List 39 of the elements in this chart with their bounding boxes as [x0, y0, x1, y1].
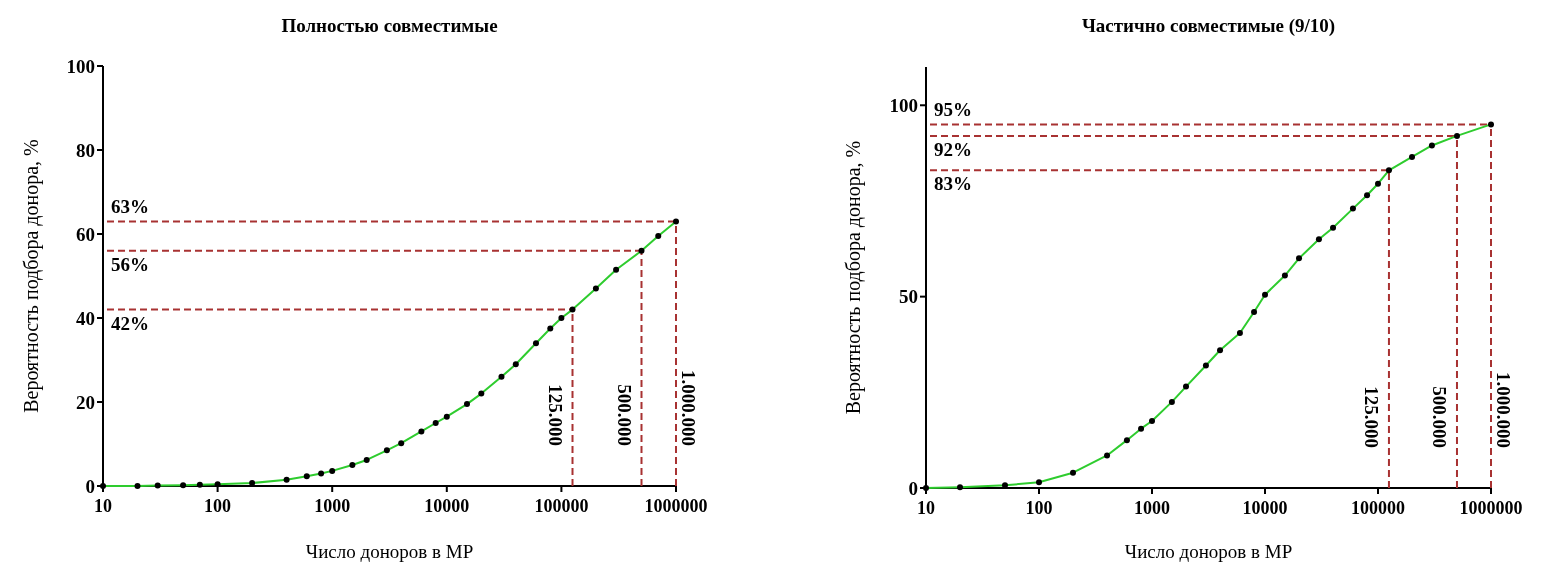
ref-line-label: 95%	[934, 99, 972, 121]
x-tick-label: 100	[1025, 498, 1053, 518]
x-tick-label: 100	[204, 496, 232, 516]
x-tick-label: 100000	[534, 496, 589, 516]
x-tick-label: 1000	[314, 496, 351, 516]
y-tick-label: 80	[76, 139, 95, 161]
x-tick-label: 1000000	[1459, 498, 1523, 518]
chart-title: Полностью совместимые	[281, 15, 498, 36]
y-tick-label: 0	[85, 475, 95, 497]
y-tick-label: 50	[899, 286, 918, 308]
y-tick-label: 40	[76, 307, 95, 329]
ref-line-label: 1.000.000	[1493, 372, 1514, 448]
y-axis-title: Вероятность подбора донора, %	[842, 140, 865, 415]
ref-line-label: 56%	[111, 253, 149, 275]
x-tick-label: 1000	[1134, 498, 1170, 518]
x-tick-label: 10	[94, 496, 112, 516]
x-tick-label: 10000	[1242, 498, 1288, 518]
x-axis-title: Число доноров в МР	[1124, 541, 1293, 562]
chart-title: Частично совместимые (9/10)	[1081, 15, 1336, 37]
x-axis-title: Число доноров в МР	[305, 541, 474, 562]
ref-line-label: 125.000	[1360, 386, 1382, 448]
x-tick-label: 10000	[424, 496, 470, 516]
ref-line-label: 42%	[111, 312, 149, 334]
y-tick-label: 60	[76, 223, 95, 245]
x-tick-label: 1000000	[644, 496, 708, 516]
y-axis-title: Вероятность подбора донора, %	[20, 139, 43, 413]
ref-line-label: 500.000	[613, 384, 635, 446]
ref-line-label: 125.000	[544, 384, 566, 446]
x-tick-label: 10	[917, 498, 935, 518]
y-tick-label: 100	[66, 55, 95, 77]
x-tick-label: 100000	[1351, 498, 1405, 518]
ref-line-label: 92%	[934, 138, 972, 160]
ref-line-label: 83%	[934, 173, 972, 195]
y-tick-label: 0	[908, 477, 918, 499]
ref-line-label: 63%	[111, 196, 149, 218]
y-tick-label: 100	[889, 94, 918, 116]
ref-line-label: 1.000.000	[678, 370, 699, 446]
ref-line-label: 500.000	[1428, 386, 1450, 448]
y-tick-label: 20	[76, 391, 95, 413]
